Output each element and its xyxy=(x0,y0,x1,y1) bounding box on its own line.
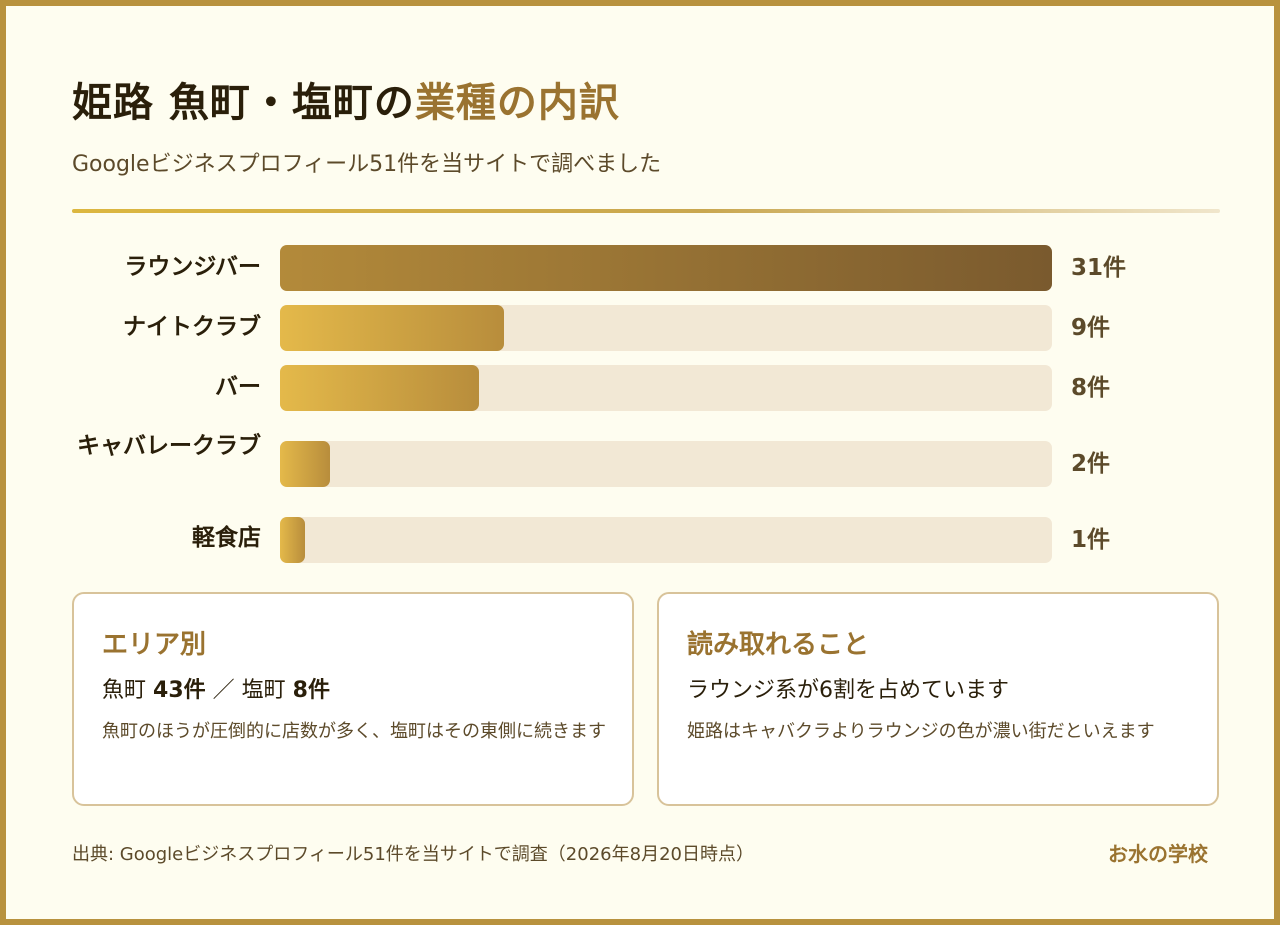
bar-track xyxy=(280,245,1052,291)
bar xyxy=(280,441,330,487)
bar-label: キャバレークラブ xyxy=(77,433,261,459)
bar-value-label: 31件 xyxy=(1071,255,1127,281)
page-subtitle: Googleビジネスプロフィール51件を当サイトで調べました xyxy=(72,152,662,177)
area-card-headline: 魚町 43件 ／ 塩町 8件 xyxy=(102,672,330,704)
insight-card-title: 読み取れること xyxy=(687,630,870,660)
bar xyxy=(280,245,1052,291)
uo-label: 魚町 xyxy=(102,678,147,703)
insight-card-body: 姫路はキャバクラよりラウンジの色が濃い街だといえます xyxy=(687,721,1155,742)
bar-label: バー xyxy=(215,374,261,400)
area-card: エリア別 魚町 43件 ／ 塩町 8件 魚町のほうが圧倒的に店数が多く、塩町はそ… xyxy=(72,592,634,806)
title-accent: 業種の内訳 xyxy=(414,80,620,126)
area-card-title: エリア別 xyxy=(102,630,207,660)
shio-label: 塩町 xyxy=(241,678,286,703)
bar-track xyxy=(280,305,1052,351)
bar-track xyxy=(280,517,1052,563)
bar-value-label: 2件 xyxy=(1071,451,1111,477)
bar-track xyxy=(280,441,1052,487)
bar-value-label: 9件 xyxy=(1071,315,1111,341)
bar-value-label: 1件 xyxy=(1071,527,1111,553)
title-divider xyxy=(72,209,1220,213)
bar-label: ラウンジバー xyxy=(124,254,261,280)
industry-bar-chart: ラウンジバー 31件ナイトクラブ 9件バー 8件キャバレークラブ 2件軽食店 1件 xyxy=(6,6,1280,586)
bar-label: ナイトクラブ xyxy=(123,314,261,340)
brand-logo-text: お水の学校 xyxy=(1108,842,1208,866)
area-separator: ／ xyxy=(212,678,235,703)
insight-card: 読み取れること ラウンジ系が6割を占めています 姫路はキャバクラよりラウンジの色… xyxy=(657,592,1219,806)
bar xyxy=(280,517,305,563)
page-title: 姫路 魚町・塩町の業種の内訳 xyxy=(72,70,620,128)
area-card-body: 魚町のほうが圧倒的に店数が多く、塩町はその東側に続きます xyxy=(102,721,606,742)
title-main: 姫路 魚町・塩町の xyxy=(72,80,415,126)
bar xyxy=(280,365,480,411)
bar-label: 軽食店 xyxy=(192,525,261,551)
bar-track xyxy=(280,365,1052,411)
insight-card-headline: ラウンジ系が6割を占めています xyxy=(687,678,1009,703)
uo-count: 43件 xyxy=(153,678,206,703)
bar xyxy=(280,305,505,351)
shio-count: 8件 xyxy=(292,678,330,703)
bar-value-label: 8件 xyxy=(1071,375,1111,401)
source-note: 出典: Googleビジネスプロフィール51件を当サイトで調査（2026年8月2… xyxy=(72,844,754,865)
